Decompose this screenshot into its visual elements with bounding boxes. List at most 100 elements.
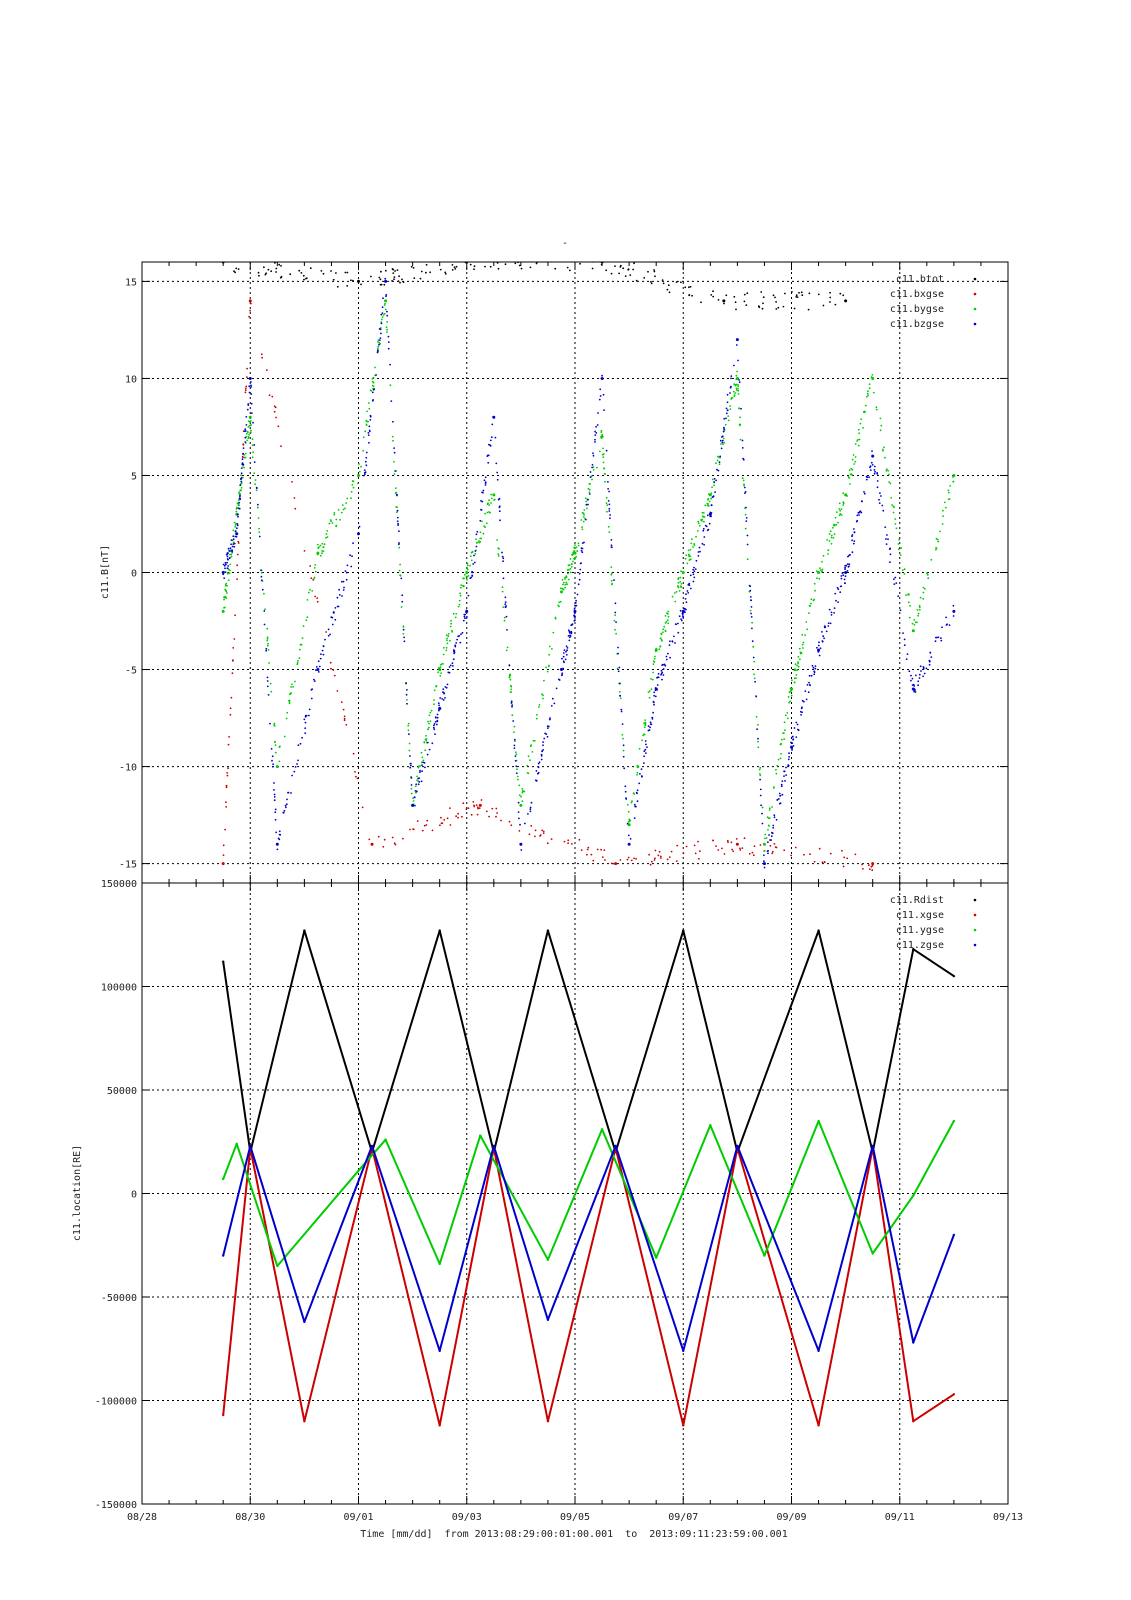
data-point [808, 681, 810, 684]
data-point [371, 399, 374, 402]
data-point [597, 412, 599, 414]
data-point [619, 682, 621, 685]
data-point [930, 558, 933, 561]
data-point [267, 268, 270, 271]
data-point [260, 569, 262, 571]
data-point [412, 828, 414, 830]
data-point [349, 554, 351, 557]
data-point [839, 591, 842, 594]
data-point [319, 544, 322, 547]
series-clip [221, 262, 956, 872]
data-point [591, 267, 594, 270]
data-point [908, 670, 911, 673]
data-point [342, 508, 345, 511]
data-point [842, 865, 845, 868]
data-point [370, 390, 373, 392]
data-point [563, 840, 566, 843]
data-point [676, 844, 679, 847]
data-point [949, 485, 952, 487]
data-point [554, 267, 557, 270]
data-point [475, 533, 478, 536]
data-point [284, 804, 287, 807]
data-point [546, 1318, 550, 1321]
data-point [408, 742, 411, 745]
data-point [433, 703, 435, 706]
data-point [685, 593, 687, 596]
data-point [726, 839, 729, 842]
data-point [540, 758, 543, 761]
data-point [742, 458, 745, 461]
data-point [561, 672, 564, 675]
data-point [340, 511, 343, 514]
data-point [917, 612, 920, 615]
data-point [714, 491, 716, 493]
data-point [584, 518, 587, 521]
data-point [343, 717, 346, 720]
data-point [693, 544, 696, 547]
data-point [423, 741, 426, 744]
data-point [829, 852, 832, 855]
data-point [365, 419, 368, 422]
data-point [653, 703, 655, 706]
data-point [460, 586, 462, 589]
data-point [424, 738, 427, 741]
data-point [817, 1424, 820, 1427]
data-point [342, 589, 345, 591]
data-point [715, 845, 717, 847]
data-point [425, 734, 427, 737]
data-point [654, 1256, 658, 1259]
data-point [643, 277, 646, 279]
data-point [360, 465, 362, 468]
data-point [583, 541, 585, 544]
data-point [750, 599, 752, 601]
data-point [809, 684, 811, 686]
data-point [268, 394, 271, 397]
data-point [330, 667, 332, 670]
data-point [603, 467, 606, 470]
data-point [689, 548, 692, 551]
data-point [237, 268, 240, 270]
data-point [399, 281, 401, 284]
data-point [664, 629, 667, 632]
data-point [386, 331, 388, 333]
series-line [222, 929, 955, 1154]
data-point [928, 659, 931, 662]
data-point [834, 303, 837, 306]
data-point [235, 506, 238, 509]
data-point [294, 766, 297, 768]
data-point [471, 575, 474, 577]
data-point [657, 854, 660, 857]
data-point [546, 929, 550, 932]
data-point [414, 785, 417, 788]
data-point [254, 479, 257, 481]
data-point [795, 296, 798, 298]
data-point [627, 810, 630, 813]
data-point [287, 791, 289, 794]
data-point [222, 844, 225, 847]
data-point [277, 425, 280, 428]
data-point [649, 721, 652, 724]
data-point [750, 606, 753, 608]
data-point [605, 502, 608, 505]
data-point [737, 359, 739, 362]
data-point [378, 343, 380, 346]
data-point [248, 415, 252, 419]
data-point [438, 1349, 441, 1353]
data-point [912, 1194, 915, 1197]
y-tick-label: -50000 [101, 1293, 137, 1304]
data-point [576, 550, 579, 552]
data-point [385, 294, 388, 296]
data-point [601, 436, 604, 438]
data-point [279, 745, 281, 748]
data-point [662, 282, 665, 285]
data-point [761, 806, 764, 809]
data-point [502, 557, 505, 560]
data-point [575, 546, 578, 549]
data-point [730, 841, 733, 844]
data-point [453, 651, 456, 654]
data-point [674, 592, 676, 594]
data-point [351, 555, 353, 557]
data-point [717, 849, 720, 851]
data-point [719, 439, 722, 442]
data-point [868, 387, 871, 390]
